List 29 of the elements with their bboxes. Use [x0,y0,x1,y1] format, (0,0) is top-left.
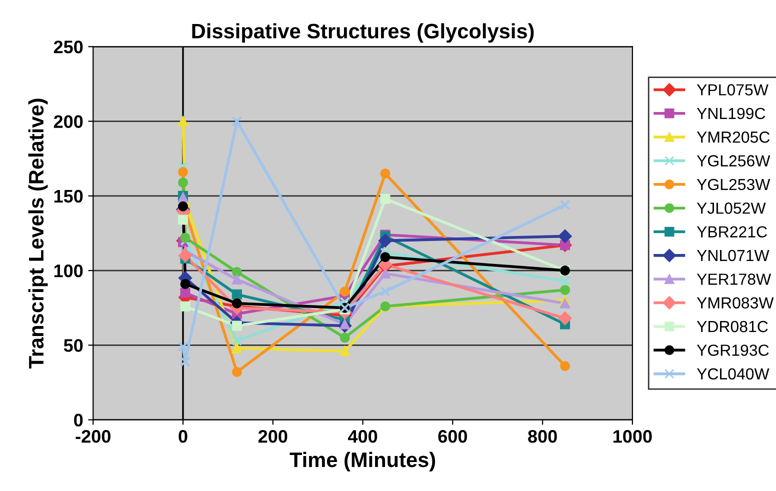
chart-title: Dissipative Structures (Glycolysis) [192,23,534,43]
legend-label: YNL071W [696,250,770,262]
x-tick-label: 0 [178,430,188,443]
y-tick-label: 250 [54,40,83,54]
x-tick-label: 600 [438,430,467,443]
y-axis-title: Transcript Levels (Relative) [28,98,48,368]
legend-label: YBR221C [696,226,767,238]
legend-label: YCL040W [696,368,770,380]
y-tick-label: 0 [74,414,83,427]
y-tick-label: 150 [54,190,83,203]
x-tick-label: 200 [258,430,288,443]
x-axis-title: Time (Minutes) [290,452,436,472]
legend-label: YDR081C [696,320,768,332]
legend-label: YMR083W [696,297,774,309]
legend-label: YGL253W [696,178,770,190]
x-tick-label: 400 [348,430,378,443]
legend-label: YGR193C [696,344,769,356]
y-tick-label: 200 [54,115,83,128]
legend-label: YER178W [696,274,772,285]
x-tick-label: 800 [528,430,557,443]
y-tick-label: 100 [54,264,83,278]
legend-label: YMR205C [696,132,770,143]
x-tick-label: 1000 [613,430,652,443]
y-tick-label: 50 [64,339,83,352]
legend-label: YGL256W [696,155,770,166]
x-tick-label: -200 [76,430,110,443]
legend-label: YPL075W [696,84,768,96]
legend-label: YJL052W [696,202,766,214]
legend-label: YNL199C [696,108,766,120]
